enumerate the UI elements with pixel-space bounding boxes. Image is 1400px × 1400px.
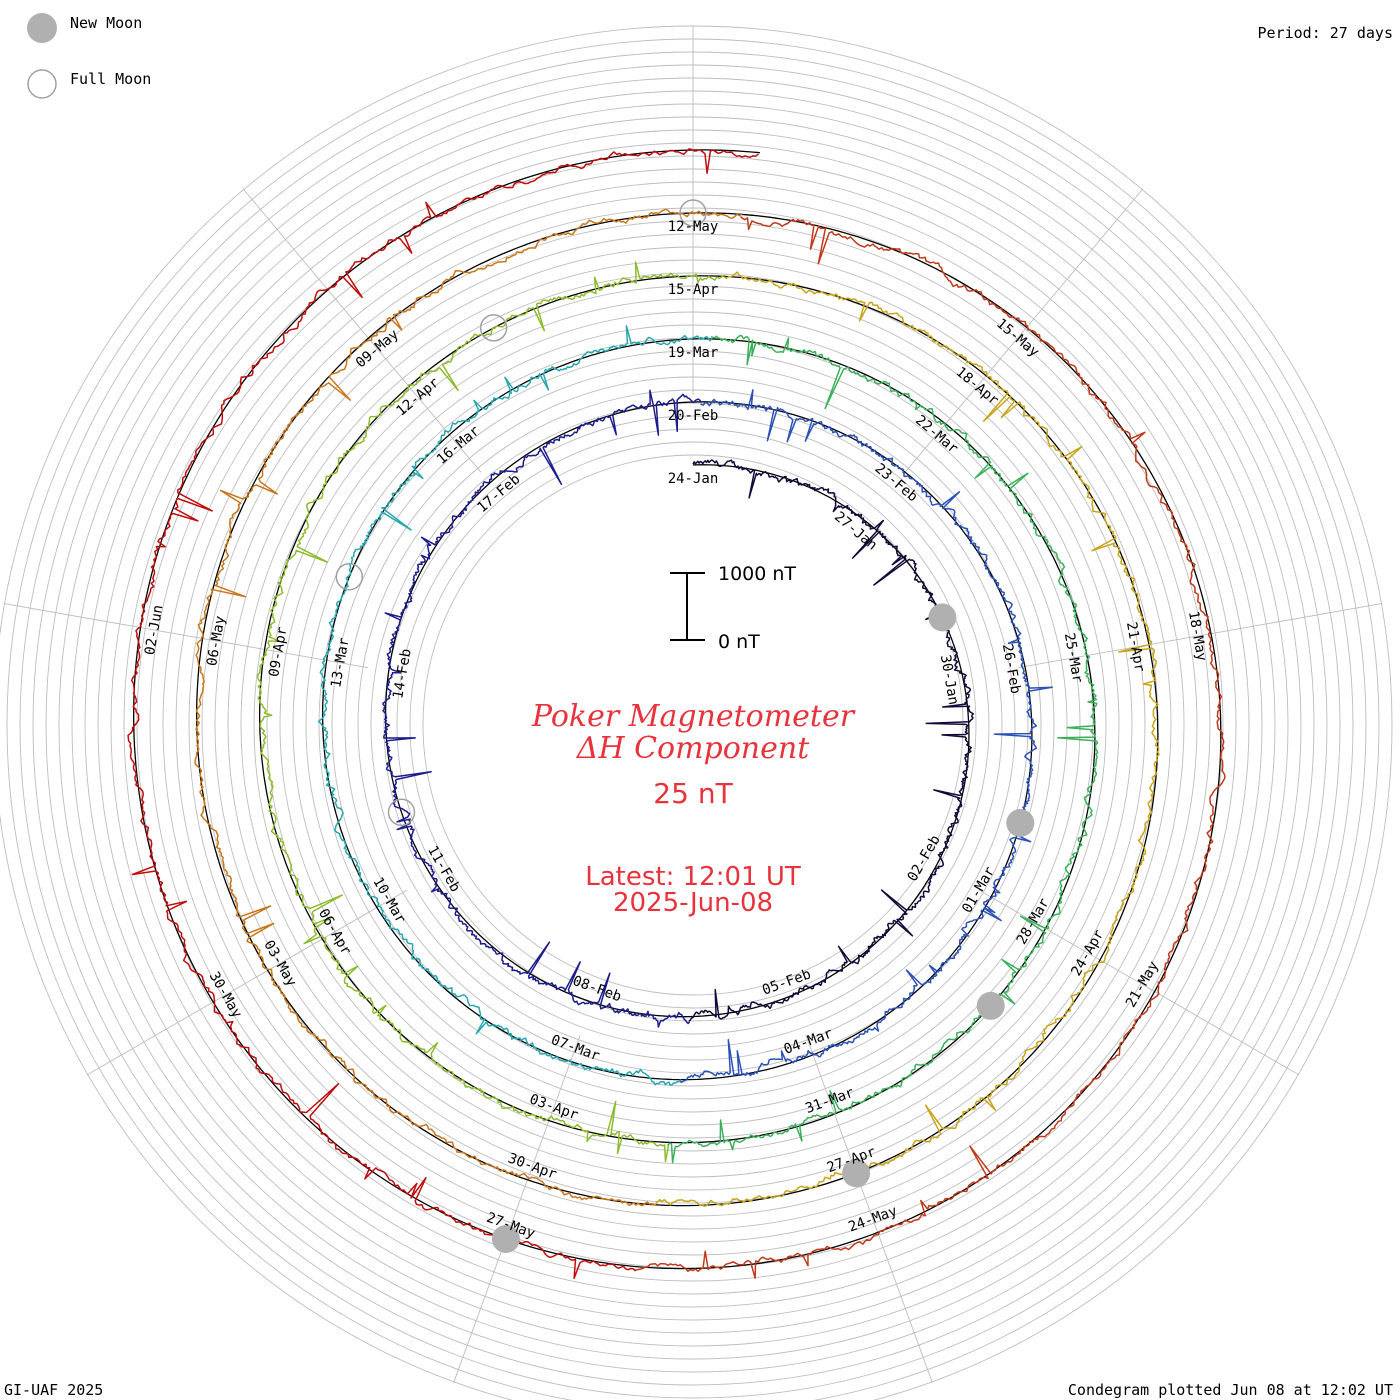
period-label: Period: 27 days: [1258, 24, 1393, 42]
latest-time-label: Latest: 12:01 UT: [585, 862, 801, 892]
date-label: 21-Apr: [1123, 621, 1148, 674]
date-label: 15-Apr: [668, 282, 719, 298]
date-label: 17-Feb: [474, 471, 523, 516]
date-label: 21-May: [1123, 959, 1162, 1011]
series-line: [127, 148, 759, 1280]
legend-new-moon-label: New Moon: [70, 14, 142, 32]
new-moon-icon: [27, 13, 57, 43]
grid-spoke: [1017, 603, 1383, 669]
grid-spoke: [453, 1034, 581, 1383]
grid-spoke: [242, 188, 482, 473]
data-layer: [127, 148, 1226, 1280]
date-label: 06-May: [204, 615, 229, 668]
date-label: 12-May: [668, 219, 719, 235]
legend-full-moon-label: Full Moon: [70, 70, 151, 88]
date-label: 30-May: [206, 969, 245, 1021]
grid-spoke: [3, 603, 369, 669]
grid-spoke: [805, 1034, 933, 1383]
series-line: [652, 271, 1160, 1207]
new-moon-marker: [842, 1159, 871, 1188]
date-label: 22-Mar: [912, 412, 961, 457]
scale-bar-top-label: 1000 nT: [718, 563, 796, 585]
series-line: [688, 459, 975, 1022]
scale-bar: 1000 nT 0 nT: [670, 563, 796, 653]
spokes-layer: [3, 25, 1383, 1383]
series-line: [256, 261, 726, 1163]
date-label: 23-Feb: [872, 461, 921, 506]
moon-layer: [335, 199, 1035, 1253]
date-label: 19-Mar: [668, 345, 719, 361]
grid-ring: [370, 402, 1016, 1048]
credit-label: GI-UAF 2025: [4, 1381, 103, 1399]
full-moon-marker: [335, 562, 364, 591]
full-moon-marker: [387, 798, 416, 827]
chart-title-line1: Poker Magnetometer: [531, 699, 856, 734]
date-label: 18-May: [1185, 610, 1210, 663]
grid-ring: [409, 441, 977, 1009]
grid-spoke: [86, 889, 408, 1076]
series-line: [382, 389, 702, 1028]
series-line: [634, 216, 1226, 1279]
new-moon-marker: [491, 1225, 520, 1253]
date-label: 14-Feb: [390, 648, 415, 701]
full-moon-marker: [479, 314, 508, 342]
date-label: 13-Mar: [328, 637, 353, 690]
baseline-layer: [133, 149, 1222, 1270]
latest-date-label: 2025-Jun-08: [613, 888, 773, 918]
series-line: [679, 389, 1053, 1084]
scale-bar-bottom-label: 0 nT: [718, 631, 760, 653]
chart-title-line2: ΔH Component: [576, 731, 810, 766]
full-moon-marker: [679, 199, 707, 227]
date-label: 16-Mar: [434, 423, 483, 468]
series-line: [317, 325, 713, 1086]
date-label: 28-Mar: [1014, 896, 1053, 948]
date-label: 20-Feb: [668, 408, 719, 424]
legend: New Moon Full Moon: [27, 13, 151, 99]
new-moon-marker: [1006, 809, 1035, 837]
center-title: Poker Magnetometer ΔH Component 25 nT La…: [531, 699, 856, 918]
date-label: 24-Jan: [668, 471, 719, 487]
date-label: 25-Mar: [1061, 632, 1086, 685]
date-label: 10-Mar: [369, 875, 408, 927]
full-moon-icon: [27, 69, 57, 99]
grid-spoke: [978, 889, 1300, 1076]
baseline-spiral: [133, 149, 1222, 1270]
series-line: [666, 334, 1099, 1164]
chart-scale-label: 25 nT: [653, 777, 733, 810]
date-label: 02-Jun: [142, 604, 167, 657]
date-label: 05-Feb: [760, 966, 813, 998]
new-moon-marker: [928, 603, 957, 632]
plotted-label: Condegram plotted Jun 08 at 12:02 UT: [1068, 1381, 1393, 1399]
new-moon-marker: [976, 991, 1005, 1020]
series-line: [194, 208, 743, 1207]
grid-ring: [396, 428, 990, 1022]
grid-ring: [383, 415, 1003, 1035]
date-label: 02-Feb: [905, 833, 944, 885]
